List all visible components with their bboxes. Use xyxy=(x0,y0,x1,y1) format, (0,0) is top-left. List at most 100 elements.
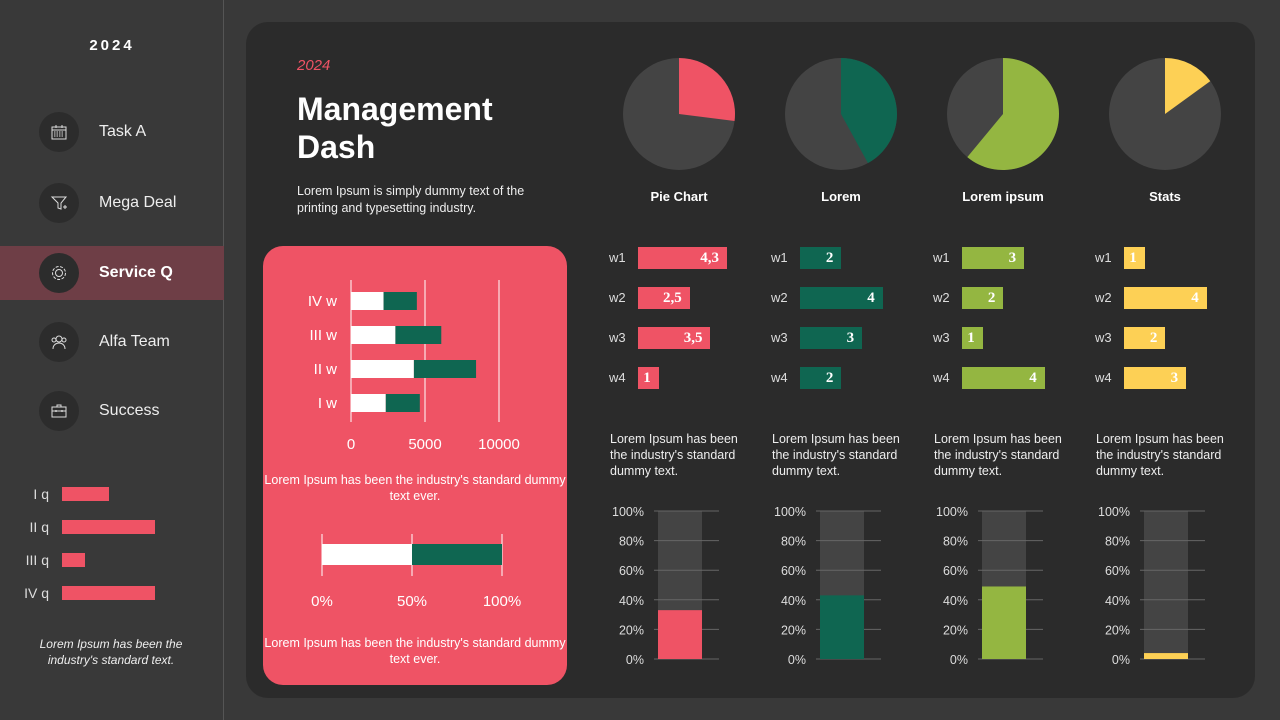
y-tick-label: 80% xyxy=(943,535,968,549)
bar-category-label: w3 xyxy=(933,330,950,345)
y-tick-label: 100% xyxy=(774,505,806,519)
bar-category-label: w3 xyxy=(609,330,626,345)
bar-category-label: w1 xyxy=(933,250,950,265)
quarter-label: II q xyxy=(29,519,49,535)
pie-chart xyxy=(623,58,735,170)
bar-segment xyxy=(351,292,384,310)
bar: 3 xyxy=(962,247,1025,269)
bar-category-label: w4 xyxy=(1095,370,1112,385)
progress-chart: 0% 20% 40% 60% 80% 100% xyxy=(1098,505,1205,667)
page-subtitle: 2024 xyxy=(297,57,331,74)
x-tick-label: 0 xyxy=(347,436,355,453)
y-tick-label: 100% xyxy=(1098,505,1130,519)
quarter-row: IV q xyxy=(0,585,156,601)
y-tick-label: 80% xyxy=(1105,535,1130,549)
bar: 2 xyxy=(1124,327,1166,349)
quarter-label: IV q xyxy=(24,585,49,601)
quarter-bar xyxy=(62,520,156,534)
sidebar-note: Lorem Ipsum has been the industry's stan… xyxy=(39,637,183,667)
calendar-icon xyxy=(39,112,79,152)
sidebar-item-service-q[interactable]: Service Q xyxy=(0,246,224,300)
y-tick-label: 20% xyxy=(619,623,644,637)
progress-chart: 0% 20% 40% 60% 80% 100% xyxy=(612,505,719,667)
x-tick-label: 5000 xyxy=(408,436,441,453)
sidebar-item-label: Service Q xyxy=(99,264,173,281)
bar: 3 xyxy=(1124,367,1187,389)
bar-segment xyxy=(385,394,420,412)
page-title: Management Dash xyxy=(297,90,493,166)
quarter-label: I q xyxy=(33,486,49,502)
bar: 1 xyxy=(962,327,983,349)
y-category-label: II w xyxy=(314,361,338,378)
sidebar-item-alfa-team[interactable]: Alfa Team xyxy=(0,315,224,369)
page-description: Lorem Ipsum is simply dummy text of the … xyxy=(297,184,525,215)
bar-category-label: w1 xyxy=(771,250,788,265)
progress-fill xyxy=(820,595,864,659)
sidebar-item-label: Mega Deal xyxy=(99,194,177,211)
y-tick-label: 20% xyxy=(1105,623,1130,637)
stacked-bar-charts: 0 5000 10000 I w II w III w IV w 0% 50% 100% xyxy=(308,280,521,610)
bar-segment xyxy=(412,544,502,565)
column-description: Lorem Ipsum has been the industry's stan… xyxy=(1096,432,1224,478)
quarter-row: III q xyxy=(0,552,86,568)
sidebar-item-label: Alfa Team xyxy=(99,333,170,350)
bar-category-label: w1 xyxy=(1095,250,1112,265)
briefcase-icon xyxy=(39,391,79,431)
bar: 3 xyxy=(800,327,863,349)
bar-category-label: w1 xyxy=(609,250,626,265)
y-tick-label: 20% xyxy=(781,623,806,637)
quarter-bar xyxy=(62,553,86,567)
y-tick-label: 80% xyxy=(619,535,644,549)
y-tick-label: 60% xyxy=(619,564,644,578)
column-description: Lorem Ipsum has been the industry's stan… xyxy=(610,432,738,478)
bar: 4 xyxy=(962,367,1045,389)
pie-title: Lorem ipsum xyxy=(962,189,1044,204)
sidebar-item-task-a[interactable]: Task A xyxy=(0,105,224,159)
bar-segment xyxy=(383,292,417,310)
bar: 4,3 xyxy=(638,247,727,269)
bar: 4 xyxy=(1124,287,1207,309)
pie-chart xyxy=(1109,58,1221,170)
quarter-row: I q xyxy=(0,486,109,502)
sidebar-item-label: Success xyxy=(99,402,160,419)
y-tick-label: 100% xyxy=(936,505,968,519)
y-tick-label: 80% xyxy=(781,535,806,549)
sidebar-item-mega-deal[interactable]: Mega Deal xyxy=(0,176,224,230)
x-tick-label: 10000 xyxy=(478,436,520,453)
pie-title: Stats xyxy=(1149,189,1181,204)
bar: 2 xyxy=(800,367,842,389)
bar: 1 xyxy=(638,367,659,389)
x-tick-label: 50% xyxy=(397,593,427,610)
y-tick-label: 40% xyxy=(943,594,968,608)
progress-track xyxy=(1144,511,1188,659)
sidebar: 2024 Task A Mega Deal Service Q Alfa Team Su… xyxy=(0,0,224,720)
card-text-2: Lorem Ipsum has been the industry's stan… xyxy=(264,636,566,666)
bar-category-label: w2 xyxy=(771,290,788,305)
progress-fill xyxy=(658,610,702,659)
y-category-label: I w xyxy=(318,395,337,412)
bar-category-label: w2 xyxy=(1095,290,1112,305)
column-description: Lorem Ipsum has been the industry's stan… xyxy=(934,432,1062,478)
bar: 2 xyxy=(962,287,1004,309)
bar-segment xyxy=(351,360,414,378)
bar-segment xyxy=(395,326,442,344)
pie-slice xyxy=(1165,58,1211,114)
pie-slice xyxy=(967,58,1059,170)
pie-slice xyxy=(841,58,897,164)
sidebar-item-success[interactable]: Success xyxy=(0,384,224,438)
bar-category-label: w2 xyxy=(609,290,626,305)
progress-chart: 0% 20% 40% 60% 80% 100% xyxy=(936,505,1043,667)
bar-category-label: w4 xyxy=(609,370,626,385)
y-tick-label: 60% xyxy=(781,564,806,578)
card-text-1: Lorem Ipsum has been the industry's stan… xyxy=(264,473,566,503)
bar: 2 xyxy=(800,247,842,269)
title-line-1: Management xyxy=(297,91,493,127)
title-line-2: Dash xyxy=(297,129,376,165)
highlight-card xyxy=(263,246,567,685)
bar: 3,5 xyxy=(638,327,711,349)
quarter-bar xyxy=(62,487,109,501)
gear-icon xyxy=(39,253,79,293)
funnel-icon xyxy=(39,183,79,223)
y-tick-label: 100% xyxy=(612,505,644,519)
y-tick-label: 40% xyxy=(1105,594,1130,608)
